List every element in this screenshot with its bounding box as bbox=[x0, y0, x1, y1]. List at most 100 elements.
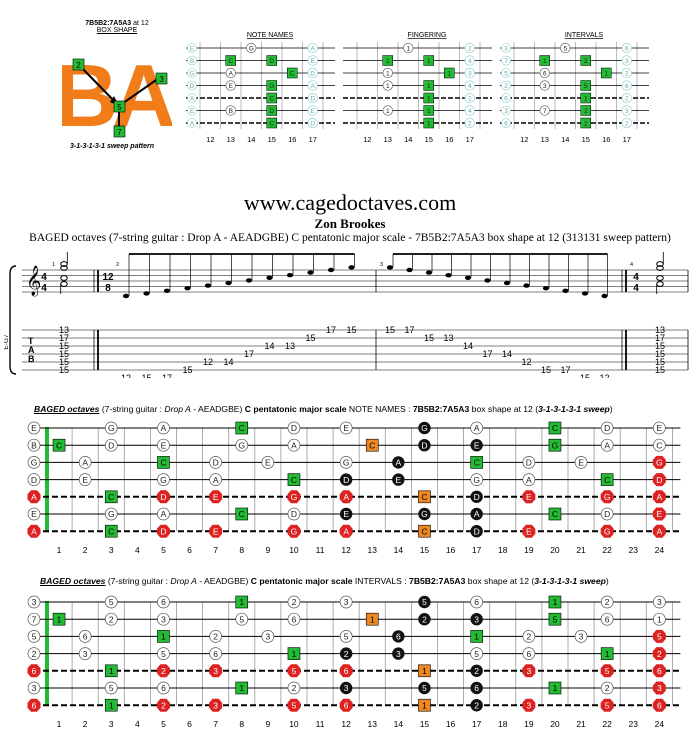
note-label: 3 bbox=[344, 597, 349, 607]
mini-note-label: C bbox=[228, 58, 233, 65]
mini-note-label: 1 bbox=[386, 83, 390, 90]
mini-note-marker bbox=[464, 117, 475, 129]
mini-note-marker bbox=[225, 67, 236, 79]
mini-open-marker bbox=[187, 93, 197, 103]
mini-fret-number: 14 bbox=[404, 135, 412, 144]
mini-fret-number: 14 bbox=[561, 135, 569, 144]
run-note bbox=[445, 273, 452, 278]
note-label: A bbox=[161, 423, 167, 433]
fret-number: 22 bbox=[602, 545, 612, 555]
note-label: 3 bbox=[657, 597, 662, 607]
note-marker bbox=[209, 473, 222, 486]
note-label: 1 bbox=[161, 632, 166, 642]
root-note-marker bbox=[339, 507, 353, 521]
mini-note-marker bbox=[464, 67, 475, 79]
green-note-marker bbox=[235, 421, 249, 435]
root-note-marker bbox=[392, 630, 405, 643]
mini-note-label: G bbox=[269, 83, 274, 90]
run-note bbox=[225, 280, 232, 286]
root-note-marker bbox=[339, 681, 353, 695]
note-label: 6 bbox=[474, 597, 479, 607]
run-note bbox=[484, 278, 491, 283]
orange-note-marker bbox=[365, 612, 379, 626]
measure-number: 2 bbox=[116, 262, 119, 268]
mini-note-label: 2 bbox=[468, 96, 472, 103]
fret-number: 21 bbox=[576, 719, 586, 729]
fret-number: 16 bbox=[446, 719, 456, 729]
note-label: G bbox=[343, 458, 350, 468]
fret-number: 15 bbox=[420, 545, 430, 555]
red-note-marker bbox=[287, 664, 301, 678]
note-marker bbox=[652, 421, 666, 435]
mini-open-marker bbox=[501, 93, 511, 103]
mini-open-label: 5 bbox=[504, 71, 508, 78]
note-label: 5 bbox=[422, 597, 427, 607]
note-label: C bbox=[552, 509, 558, 519]
fret-number: 8 bbox=[239, 545, 244, 555]
mini-note-marker bbox=[539, 67, 550, 79]
note-label: A bbox=[31, 526, 37, 536]
red-note-marker bbox=[287, 524, 301, 538]
note-label: 3 bbox=[396, 649, 401, 659]
root-note-marker bbox=[470, 613, 483, 626]
red-note-marker bbox=[156, 490, 170, 504]
tab-number: 15 bbox=[655, 357, 665, 367]
mini-note-label: 7 bbox=[543, 108, 547, 115]
author-name: Zon Brookes bbox=[314, 216, 386, 231]
mini-note-label: 5 bbox=[563, 46, 567, 53]
note-label: 7 bbox=[32, 614, 37, 624]
run-note bbox=[523, 283, 530, 288]
mini-note-label: 1 bbox=[427, 83, 431, 90]
mini-open-label: 7 bbox=[504, 58, 508, 65]
green-note-marker bbox=[548, 595, 562, 609]
red-note-marker bbox=[600, 490, 614, 504]
fret-number: 19 bbox=[524, 719, 534, 729]
red-note-marker bbox=[27, 698, 41, 712]
red-note-marker bbox=[156, 698, 170, 712]
note-marker bbox=[574, 456, 588, 469]
fret-number: 18 bbox=[498, 545, 508, 555]
note-marker bbox=[209, 456, 222, 469]
note-label: 2 bbox=[657, 649, 662, 659]
note-label: E bbox=[657, 509, 663, 519]
green-note-marker bbox=[548, 681, 562, 695]
note-label: 6 bbox=[474, 683, 479, 693]
note-marker bbox=[574, 630, 588, 643]
mini-note-label: 1 bbox=[604, 71, 608, 78]
tab-number: 13 bbox=[655, 325, 665, 335]
note-label: C bbox=[421, 492, 427, 502]
mini-green-marker bbox=[580, 105, 591, 116]
note-label: D bbox=[526, 458, 532, 468]
note-marker bbox=[157, 421, 170, 435]
tab-number: 15 bbox=[182, 365, 192, 375]
run-note bbox=[184, 286, 191, 291]
note-label: 5 bbox=[657, 632, 662, 642]
note-label: 6 bbox=[161, 597, 166, 607]
time-sig-denominator: 4 bbox=[41, 283, 47, 294]
mini-note-label: 1 bbox=[406, 46, 410, 53]
marker-7-label: 7 bbox=[117, 128, 122, 137]
mini-fret-number: 13 bbox=[541, 135, 549, 144]
note-marker bbox=[27, 456, 41, 469]
mini-note-label: A bbox=[311, 83, 316, 90]
note-label: 5 bbox=[553, 614, 558, 624]
root-note-marker bbox=[418, 681, 431, 695]
note-label: A bbox=[474, 423, 480, 433]
run-note bbox=[143, 291, 150, 296]
root-note-marker bbox=[392, 647, 405, 660]
tab-number: 12 bbox=[521, 357, 531, 367]
time-sig-numerator: 12 bbox=[102, 272, 114, 283]
note-marker bbox=[652, 595, 666, 609]
mini-note-marker bbox=[621, 80, 632, 91]
note-label: C bbox=[421, 526, 427, 536]
marker-3 bbox=[155, 72, 168, 85]
red-note-marker bbox=[339, 490, 353, 504]
run-note bbox=[542, 286, 550, 291]
mini-open-marker bbox=[187, 118, 197, 128]
fret-number: 23 bbox=[629, 719, 639, 729]
tab-number: 15 bbox=[655, 365, 665, 375]
mini-note-label: 3 bbox=[625, 58, 629, 65]
green-note-marker bbox=[548, 507, 562, 521]
run-note bbox=[245, 278, 253, 283]
